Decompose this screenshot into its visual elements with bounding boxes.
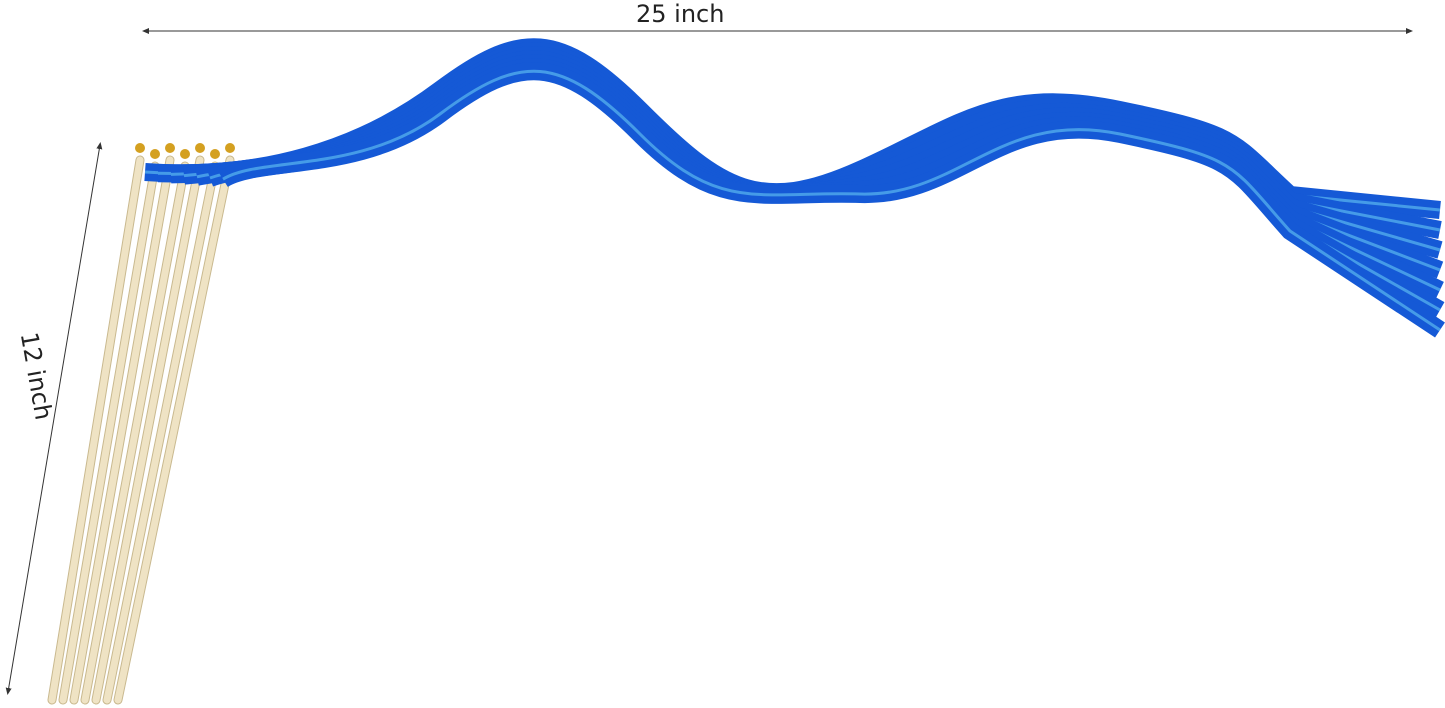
stick bbox=[70, 156, 174, 704]
ribbon-sheen bbox=[222, 69, 1441, 332]
stick bbox=[48, 156, 144, 704]
ribbons bbox=[144, 38, 1445, 338]
wooden-sticks bbox=[47, 155, 235, 705]
bell-icon bbox=[165, 143, 175, 153]
bell-icon bbox=[210, 149, 220, 159]
ribbon bbox=[183, 50, 1444, 279]
stick bbox=[103, 162, 219, 704]
height-dimension-line bbox=[5, 142, 103, 695]
stick bbox=[114, 156, 234, 704]
bell-icons bbox=[135, 143, 235, 159]
stick bbox=[92, 156, 204, 704]
width-label: 25 inch bbox=[636, 0, 725, 28]
bell-icon bbox=[225, 143, 235, 153]
bell-icon bbox=[150, 149, 160, 159]
stick bbox=[81, 162, 189, 704]
stick bbox=[59, 162, 159, 704]
bell-icon bbox=[195, 143, 205, 153]
bell-icon bbox=[180, 149, 190, 159]
bell-icon bbox=[135, 143, 145, 153]
